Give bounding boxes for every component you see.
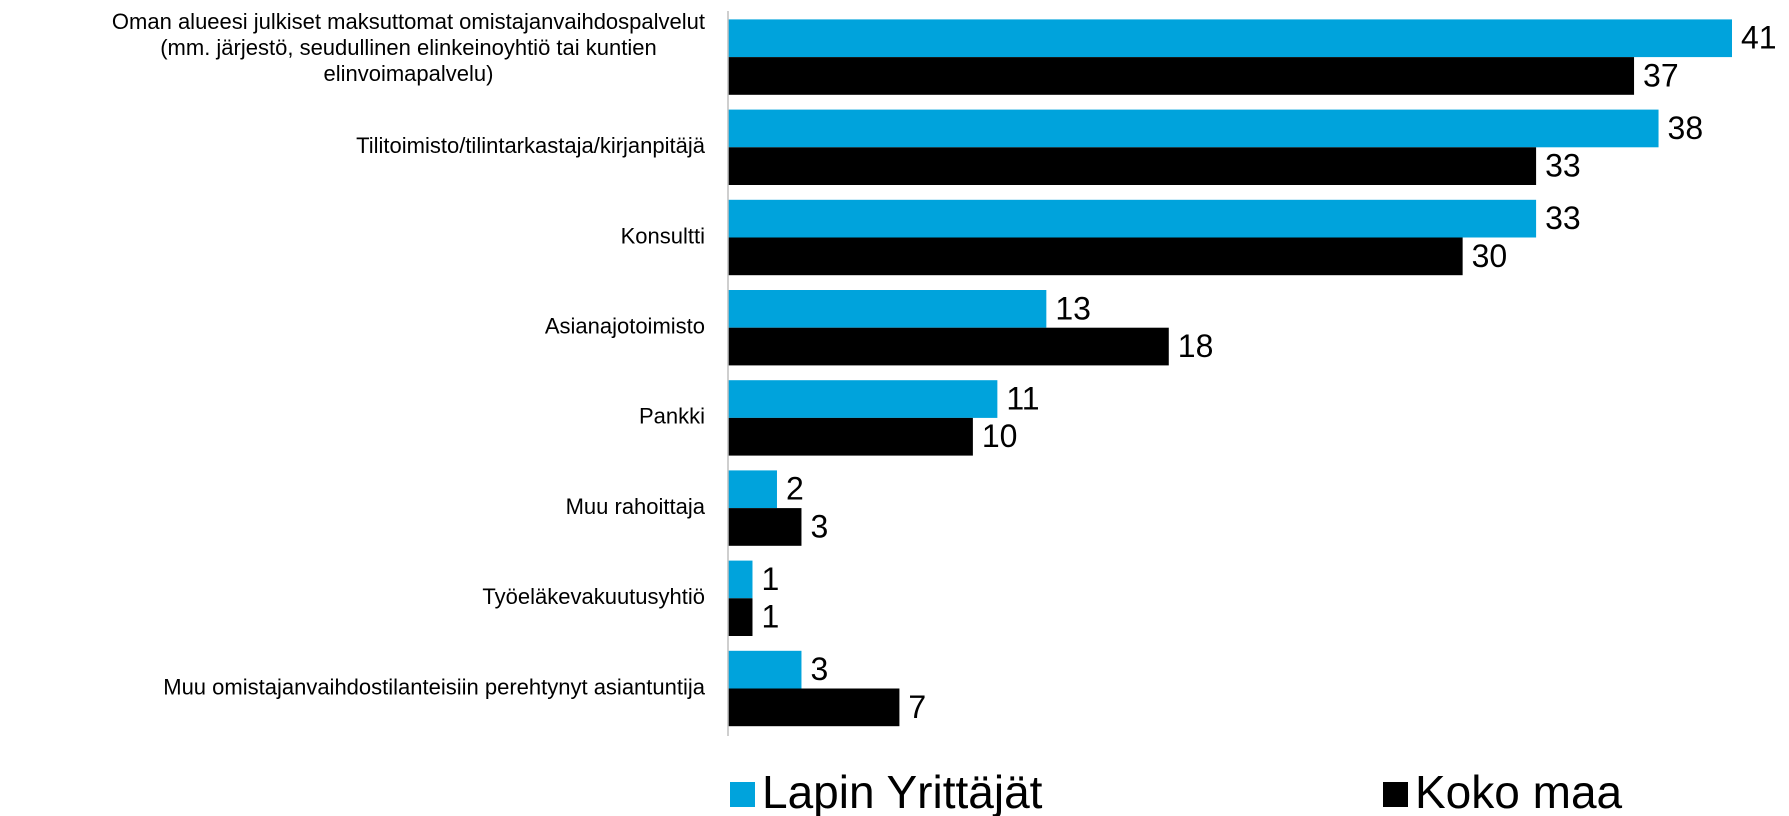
value-label: 10: [982, 418, 1018, 454]
value-label: 3: [810, 508, 828, 544]
bar: [728, 327, 1169, 366]
value-label: 38: [1668, 110, 1704, 146]
value-label: 1: [761, 561, 779, 597]
bar: [728, 470, 777, 509]
category-label: Tilitoimisto/tilintarkastaja/kirjanpitäj…: [356, 133, 706, 158]
value-label: 41: [1741, 20, 1777, 56]
value-label: 30: [1472, 238, 1508, 274]
bar: [728, 147, 1537, 185]
category-label: Pankki: [639, 404, 705, 429]
value-label: 7: [908, 689, 926, 725]
value-label: 3: [810, 651, 828, 687]
legend-swatch: [1383, 782, 1408, 807]
value-label: 13: [1055, 290, 1091, 326]
category-label: Asianajotoimisto: [545, 314, 705, 339]
bar: [728, 380, 998, 418]
value-label: 1: [761, 599, 779, 635]
category-label: Oman alueesi julkiset maksuttomat omista…: [112, 9, 705, 86]
category-label: Konsultti: [621, 223, 705, 248]
category-label: Muu rahoittaja: [566, 494, 706, 519]
bar: [728, 508, 802, 546]
bar: [728, 560, 753, 599]
bar: [728, 688, 900, 727]
bar: [728, 650, 802, 689]
bar: [728, 19, 1732, 58]
value-label: 11: [1006, 381, 1039, 417]
bar: [728, 237, 1463, 276]
legend-swatch: [730, 782, 755, 807]
value-label: 18: [1178, 328, 1214, 364]
bar: [728, 417, 973, 456]
category-label: Työeläkevakuutusyhtiö: [482, 584, 705, 609]
bar: [728, 57, 1635, 95]
value-label: 33: [1545, 200, 1581, 236]
legend-label: Lapin Yrittäjät: [762, 766, 1043, 816]
bar: [728, 109, 1659, 148]
value-label: 2: [786, 471, 804, 507]
bar: [728, 598, 753, 636]
value-label: 37: [1643, 57, 1679, 93]
value-label: 33: [1545, 148, 1581, 184]
legend-label: Koko maa: [1415, 766, 1623, 816]
bar: [728, 199, 1537, 238]
category-label: Muu omistajanvaihdostilanteisiin perehty…: [163, 674, 706, 699]
bar: [728, 290, 1047, 328]
